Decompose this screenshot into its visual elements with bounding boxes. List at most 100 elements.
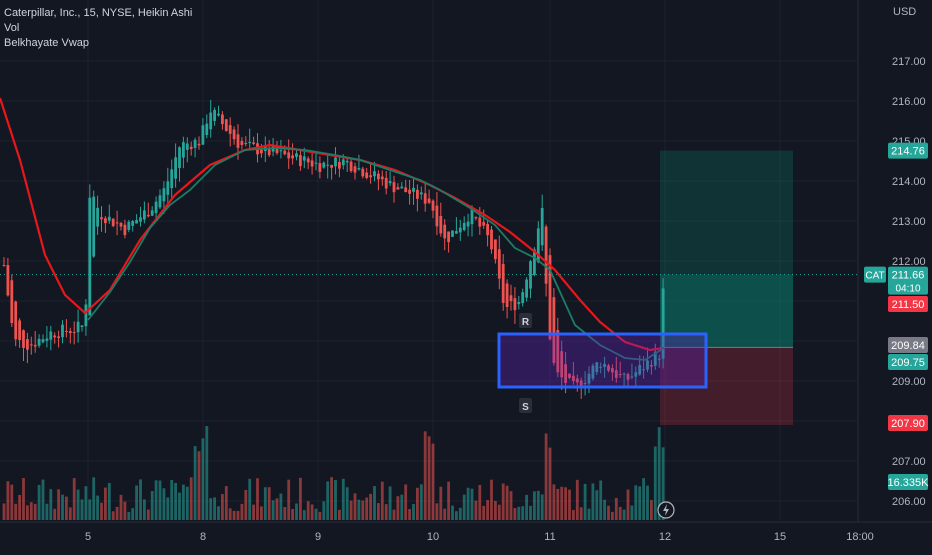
volume-bar — [618, 506, 622, 520]
candle-body — [564, 364, 567, 383]
volume-bar — [88, 499, 92, 520]
volume-bar — [419, 484, 423, 520]
candle-body — [521, 292, 525, 304]
candle-body — [68, 331, 72, 334]
candle-body — [416, 189, 419, 199]
volume-bar — [123, 501, 127, 520]
volume-bar — [115, 506, 119, 520]
candle-body — [252, 142, 255, 145]
time-axis[interactable] — [0, 522, 932, 550]
volume-bar — [45, 503, 49, 520]
volume-bar — [209, 498, 213, 520]
volume-bar — [568, 489, 571, 520]
candle-body — [642, 369, 645, 371]
volume-bar — [431, 443, 435, 520]
currency-label: USD — [893, 6, 917, 18]
candle-body — [560, 351, 564, 378]
candle-body — [591, 365, 595, 379]
volume-bar — [447, 481, 450, 520]
volume-bar — [287, 479, 291, 520]
volume-bar — [92, 477, 96, 520]
candle-body — [271, 146, 275, 152]
volume-bar — [349, 500, 353, 520]
candle-body — [248, 141, 252, 144]
volume-bar — [458, 507, 462, 520]
volume-bar — [361, 500, 365, 520]
candle-body — [205, 123, 209, 135]
candle-body — [583, 383, 587, 385]
candle-body — [603, 363, 606, 368]
volume-bar — [248, 478, 252, 520]
time-tick-label: 12 — [659, 531, 671, 543]
volume-bar — [170, 479, 174, 520]
candle-body — [595, 362, 599, 373]
volume-tag: 16.335K — [888, 477, 930, 489]
volume-bar — [41, 479, 45, 520]
candle-body — [260, 148, 263, 154]
volume-bar — [221, 494, 224, 520]
candle-body — [650, 365, 653, 367]
candle-body — [139, 217, 142, 222]
volume-bar — [404, 484, 408, 520]
volume-bar — [380, 481, 384, 520]
volume-bar — [400, 494, 404, 520]
price-tag-green-bg — [888, 354, 928, 370]
time-tick-label: 18:00 — [846, 531, 874, 543]
support-label: S — [522, 402, 529, 413]
candle-body — [22, 330, 25, 348]
candle-body — [166, 181, 170, 195]
candle-body — [622, 373, 626, 375]
volume-tag-bg — [888, 474, 928, 490]
candle-body — [29, 344, 33, 346]
volume-bar — [29, 502, 33, 520]
candle-body — [501, 263, 505, 304]
price-tick-label: 206.00 — [892, 496, 926, 508]
candle-body — [213, 109, 216, 121]
volume-bar — [353, 493, 357, 520]
candle-body — [587, 373, 591, 384]
candle-body — [482, 222, 486, 226]
volume-bar — [22, 478, 25, 520]
lightning-icon-glyph — [663, 504, 669, 516]
volume-bar — [653, 446, 657, 520]
volume-bar — [509, 491, 513, 520]
volume-bar — [517, 506, 521, 520]
bar-countdown: 04:10 — [895, 284, 920, 295]
candle-body — [536, 228, 540, 263]
candle-body — [377, 173, 380, 180]
candle-body — [490, 229, 493, 250]
entry-price-tag: 209.84 — [891, 340, 925, 352]
volume-bar — [205, 426, 209, 520]
range-box[interactable] — [497, 332, 708, 389]
price-tick-label: 212.00 — [892, 256, 926, 268]
time-tick-label: 15 — [774, 531, 786, 543]
candle-body — [318, 163, 322, 172]
volume-bar — [139, 479, 142, 520]
volume-bar — [439, 486, 443, 520]
volume-bar — [330, 477, 333, 520]
price-tick-label: 216.00 — [892, 96, 926, 108]
volume-bar — [513, 507, 517, 520]
take-profit-zone[interactable] — [660, 150, 793, 348]
candle-body — [326, 164, 330, 166]
volume-bar — [295, 503, 298, 520]
candle-body — [224, 119, 228, 131]
last-price-tag: 211.66 — [892, 270, 925, 282]
volume-bar — [26, 505, 29, 520]
candle-body — [611, 368, 614, 373]
candle-body — [209, 112, 213, 130]
volume-bar — [338, 509, 341, 520]
volume-bar — [228, 508, 232, 520]
time-tick-label: 9 — [315, 531, 321, 543]
volume-bar — [2, 503, 6, 520]
candle-body — [345, 160, 349, 163]
resistance-label-bg — [519, 313, 532, 328]
candle-body — [494, 239, 497, 260]
volume-bar — [197, 451, 201, 520]
candle-body — [197, 143, 201, 146]
candle-body — [100, 217, 103, 220]
candle-body — [384, 177, 388, 189]
volume-bar — [100, 502, 103, 520]
